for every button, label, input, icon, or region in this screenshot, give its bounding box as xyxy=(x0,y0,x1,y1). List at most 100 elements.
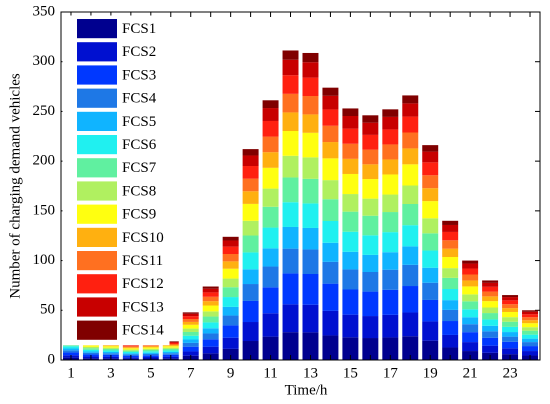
bar-segment xyxy=(242,235,259,253)
bar-segment xyxy=(242,155,259,167)
bar-segment xyxy=(222,240,239,247)
bar-segment xyxy=(182,339,199,343)
bar-segment xyxy=(362,164,379,180)
bar-segment xyxy=(222,325,239,338)
bar-segment xyxy=(62,350,79,353)
bar-segment xyxy=(422,250,439,268)
legend-label: FCS13 xyxy=(122,299,164,315)
bar-segment xyxy=(122,354,139,356)
bar-segment xyxy=(222,315,239,326)
bar-segment xyxy=(522,330,539,335)
bar-segment xyxy=(282,248,299,274)
bar-segment xyxy=(442,334,459,348)
bar-segment xyxy=(502,295,519,298)
bar-segment xyxy=(82,348,99,350)
bar-segment xyxy=(182,335,199,340)
bar-segment xyxy=(322,283,339,311)
bar-segment xyxy=(482,286,499,292)
bar-segment xyxy=(362,149,379,165)
bar-segment xyxy=(462,301,479,310)
bar-segment xyxy=(242,252,259,270)
bar-segment xyxy=(442,309,459,322)
bar-segment xyxy=(382,232,399,253)
bar-segment xyxy=(522,334,539,339)
bar-segment xyxy=(202,292,219,297)
bar-segment xyxy=(262,136,279,153)
y-axis-label: Number of charging demand vehicles xyxy=(7,73,23,299)
bar-segment xyxy=(82,349,99,352)
legend-swatch xyxy=(77,65,117,85)
bar-segment xyxy=(62,348,79,351)
bar-segment xyxy=(342,251,359,270)
bar-segment xyxy=(402,225,419,247)
bar-segment xyxy=(302,114,319,133)
bar-segment xyxy=(322,142,339,159)
bar-segment xyxy=(262,167,279,189)
bar-segment xyxy=(442,289,459,301)
bar-segment xyxy=(162,341,179,342)
bar-segment xyxy=(502,326,519,333)
bar-segment xyxy=(222,337,239,349)
bar-segment xyxy=(222,297,239,307)
bar-segment xyxy=(522,342,539,347)
legend-swatch xyxy=(77,19,117,39)
bar-segment xyxy=(322,87,339,96)
bar-segment xyxy=(182,312,199,314)
bar-segment xyxy=(442,256,459,269)
bar-segment xyxy=(382,144,399,160)
bar-segment xyxy=(382,212,399,233)
bar-segment xyxy=(142,351,159,353)
bar-segment xyxy=(222,287,239,298)
bar-segment xyxy=(142,345,159,347)
bar-segment xyxy=(282,177,299,203)
x-tick-label: 7 xyxy=(187,365,195,381)
bar-segment xyxy=(142,346,159,348)
bar-segment xyxy=(422,267,439,283)
x-tick-label: 21 xyxy=(463,365,478,381)
bar-segment xyxy=(142,352,159,354)
bar-segment xyxy=(482,301,499,308)
bar-segment xyxy=(442,231,459,241)
bar-segment xyxy=(502,311,519,318)
bar-segment xyxy=(522,346,539,352)
bar-segment xyxy=(442,224,459,232)
bar-segment xyxy=(242,322,259,342)
legend-label: FCS8 xyxy=(122,183,156,199)
bar-segment xyxy=(422,151,439,163)
bar-segment xyxy=(182,342,199,347)
bar-segment xyxy=(322,242,339,262)
bar-segment xyxy=(442,347,459,360)
bar-segment xyxy=(282,273,299,305)
bar-segment xyxy=(162,353,179,355)
legend-swatch xyxy=(77,42,117,62)
legend-swatch xyxy=(77,158,117,178)
bar-segment xyxy=(82,346,99,349)
bar-segment xyxy=(182,351,199,356)
bar-segment xyxy=(482,296,499,302)
bar-segment xyxy=(122,346,139,348)
bar-segment xyxy=(302,249,319,274)
y-tick-label: 200 xyxy=(33,153,56,169)
bar-segment xyxy=(282,304,299,333)
bar-segment xyxy=(442,268,459,278)
bar-segment xyxy=(362,254,379,273)
legend-label: FCS12 xyxy=(122,276,164,292)
y-tick-label: 100 xyxy=(33,252,56,268)
bar-segment xyxy=(502,341,519,349)
bar-segment xyxy=(482,291,499,297)
bar-segment xyxy=(362,122,379,135)
legend-swatch xyxy=(77,251,117,271)
bar-segment xyxy=(222,254,239,262)
bar-segment xyxy=(342,108,359,117)
bar-segment xyxy=(382,314,399,338)
bar-segment xyxy=(402,312,419,337)
bar-segment xyxy=(382,116,399,130)
bar-segment xyxy=(442,321,459,335)
bar-segment xyxy=(362,179,379,199)
bar-segment xyxy=(342,211,359,232)
bar-segment xyxy=(382,109,399,117)
bar-segment xyxy=(422,145,439,152)
bar-segment xyxy=(322,109,339,126)
bar-segment xyxy=(522,314,539,318)
